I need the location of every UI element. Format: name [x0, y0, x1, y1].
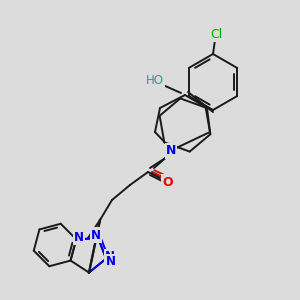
Text: Cl: Cl [210, 28, 222, 40]
Text: N: N [91, 229, 101, 242]
Text: N: N [166, 145, 176, 158]
Text: N: N [106, 255, 116, 268]
Text: N: N [105, 250, 115, 263]
Text: O: O [163, 176, 173, 188]
Text: N: N [74, 231, 84, 244]
Text: HO: HO [146, 74, 164, 86]
